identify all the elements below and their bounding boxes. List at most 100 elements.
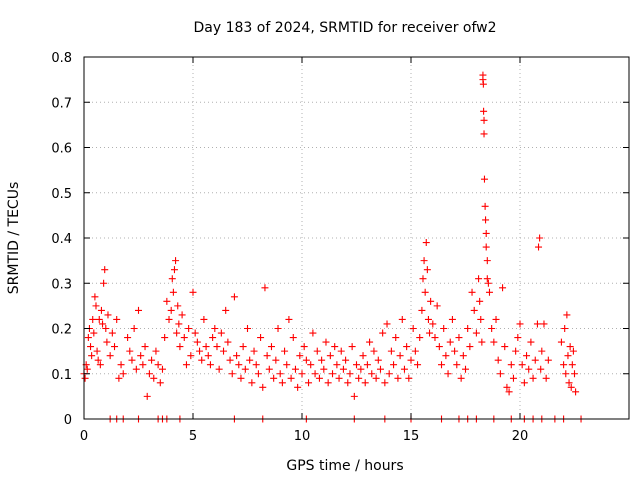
data-point: [387, 347, 395, 355]
data-point: [346, 370, 354, 378]
data-point: [568, 361, 576, 369]
data-point: [540, 320, 548, 328]
data-point: [235, 361, 243, 369]
data-point: [193, 338, 201, 346]
data-point: [320, 365, 328, 373]
data-point: [398, 315, 406, 323]
data-point: [285, 315, 293, 323]
y-tick-label: 0.3: [51, 277, 72, 292]
data-point: [252, 361, 260, 369]
data-point: [381, 379, 389, 387]
data-point: [100, 279, 108, 287]
data-point: [128, 356, 136, 364]
data-point: [81, 374, 89, 382]
data-point: [283, 361, 291, 369]
data-points: [80, 71, 585, 423]
data-point: [407, 356, 415, 364]
data-point: [468, 288, 476, 296]
data-point: [396, 352, 404, 360]
data-point: [106, 352, 114, 360]
data-point: [507, 361, 515, 369]
data-point: [237, 374, 245, 382]
data-point: [200, 315, 208, 323]
data-point: [108, 329, 116, 337]
data-point: [538, 347, 546, 355]
data-point: [307, 361, 315, 369]
data-point: [172, 257, 180, 265]
data-point: [419, 275, 427, 283]
data-point: [182, 361, 190, 369]
data-point: [152, 347, 160, 355]
data-point: [91, 293, 99, 301]
data-point: [374, 356, 382, 364]
data-point: [482, 216, 490, 224]
data-point: [348, 343, 356, 351]
data-point: [204, 352, 212, 360]
data-point: [496, 370, 504, 378]
data-point: [403, 343, 411, 351]
data-point: [514, 334, 522, 342]
x-tick-label: 0: [80, 429, 88, 444]
data-point: [135, 306, 142, 314]
data-point: [361, 379, 369, 387]
data-point: [185, 325, 193, 332]
data-point: [124, 334, 132, 342]
data-point: [250, 347, 258, 355]
data-point: [446, 338, 454, 346]
data-point: [170, 266, 178, 274]
data-point: [126, 347, 134, 355]
data-point: [305, 379, 313, 387]
data-point: [272, 356, 280, 364]
data-point: [544, 356, 552, 364]
data-point: [561, 325, 569, 332]
data-point: [542, 374, 550, 382]
data-point: [565, 379, 573, 387]
data-point: [83, 365, 91, 373]
data-point: [274, 325, 282, 332]
data-point: [259, 383, 267, 391]
ticks: 0 0.1 0.2 0.3 0.4 0.5 0.6 0.7 0.8 0 5 10 15 20: [51, 51, 629, 444]
data-point: [533, 320, 541, 328]
data-point: [102, 325, 110, 332]
data-point: [169, 288, 177, 296]
data-point: [333, 361, 341, 369]
data-point: [466, 343, 474, 351]
data-point: [405, 374, 413, 382]
data-point: [92, 302, 100, 310]
data-point: [411, 347, 419, 355]
data-point: [525, 365, 533, 373]
x-tick-label: 5: [189, 429, 197, 444]
data-point: [567, 383, 575, 391]
data-point: [499, 284, 507, 292]
data-point: [416, 334, 424, 342]
data-point: [329, 370, 337, 378]
y-tick-label: 0.1: [51, 368, 72, 383]
data-point: [424, 315, 432, 323]
data-point: [300, 343, 308, 351]
data-point: [119, 370, 127, 378]
data-point: [84, 334, 92, 342]
data-point: [298, 370, 306, 378]
data-point: [165, 315, 173, 323]
data-point: [324, 379, 332, 387]
data-point: [289, 334, 297, 342]
data-point: [180, 334, 188, 342]
data-point: [363, 361, 371, 369]
data-point: [494, 356, 502, 364]
data-point: [480, 130, 488, 138]
data-point: [173, 329, 181, 337]
data-point: [451, 347, 459, 355]
y-tick-label: 0: [64, 413, 72, 428]
data-point: [168, 275, 176, 283]
data-point: [145, 370, 153, 378]
data-point: [512, 347, 520, 355]
data-point: [376, 365, 384, 373]
data-point: [394, 374, 402, 382]
data-point: [372, 374, 380, 382]
data-point: [475, 275, 483, 283]
data-point: [311, 370, 319, 378]
data-point: [501, 343, 509, 351]
data-point: [535, 243, 543, 251]
data-point: [89, 315, 97, 323]
data-point: [537, 365, 545, 373]
